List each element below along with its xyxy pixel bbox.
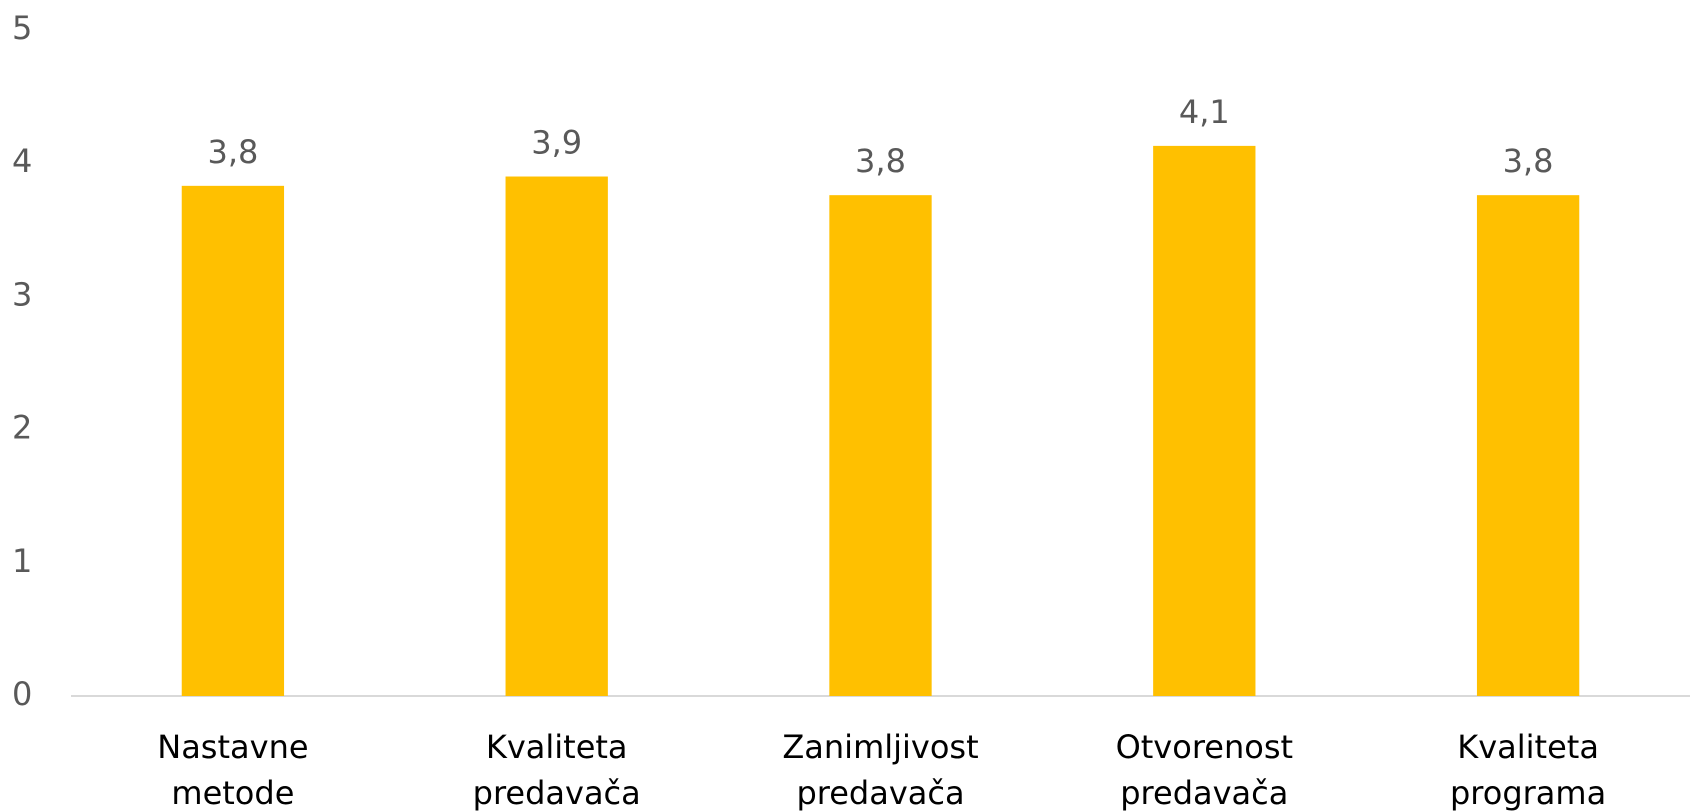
x-tick-label: Kvaliteta programa: [1449, 728, 1607, 812]
x-tick-label: Zanimljivost predavača: [782, 728, 979, 812]
bar: [505, 176, 608, 696]
bar: [1153, 145, 1256, 696]
x-tick-label: Otvorenost predavača: [1115, 728, 1294, 812]
data-label: 4,1: [1179, 93, 1230, 131]
data-label: 3,8: [207, 133, 258, 171]
y-tick-label: 3: [12, 275, 32, 313]
y-tick-label: 0: [12, 675, 32, 713]
data-label: 3,8: [855, 142, 906, 180]
data-label: 3,8: [1503, 142, 1554, 180]
x-tick-label: Kvaliteta predavača: [472, 728, 641, 812]
data-label: 3,9: [531, 124, 582, 162]
y-tick-label: 5: [12, 9, 32, 47]
bar: [829, 195, 932, 696]
x-tick-label: Nastavne metode: [157, 728, 309, 812]
bar: [181, 185, 285, 696]
bar: [1476, 195, 1580, 696]
y-tick-label: 4: [12, 142, 32, 180]
y-tick-label: 1: [12, 542, 32, 580]
y-tick-label: 2: [12, 409, 32, 447]
